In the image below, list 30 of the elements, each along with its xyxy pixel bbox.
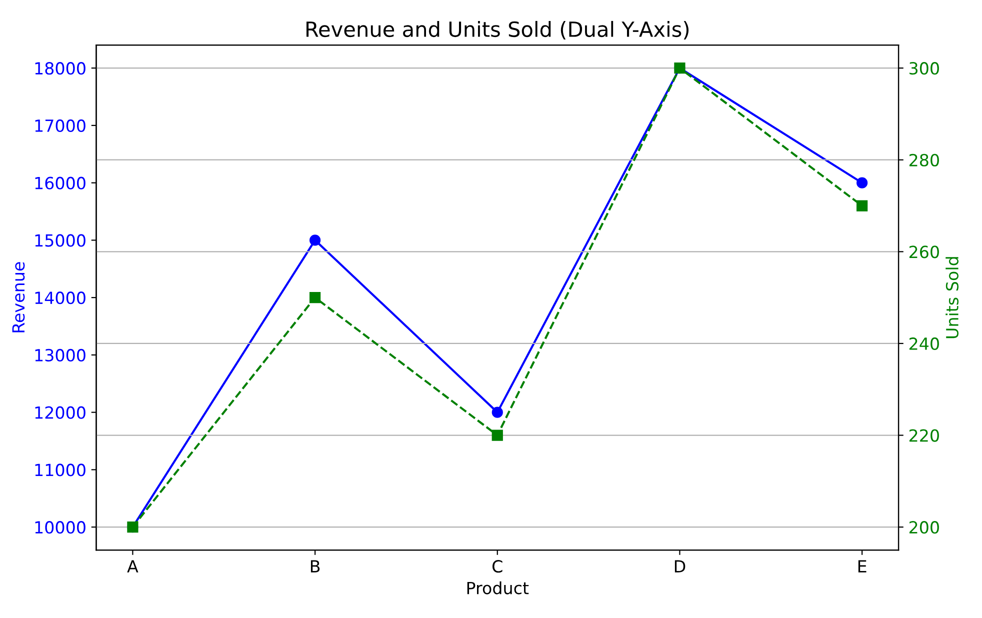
point — [856, 200, 868, 212]
y-tick-label: 13000 — [35, 348, 86, 362]
y2-tick-label: 240 — [909, 337, 939, 350]
point — [492, 406, 503, 418]
y-tick-label: 17000 — [35, 119, 86, 132]
y-tick-label: 12000 — [35, 406, 86, 419]
y-axis-title: Revenue — [12, 262, 25, 332]
x-axis-title: Product — [467, 581, 529, 594]
y-tick-label: 11000 — [35, 464, 86, 476]
point — [309, 292, 321, 304]
x-tick-label: B — [310, 560, 320, 572]
y-tick-label: 14000 — [35, 292, 86, 304]
x-tick-label: E — [858, 560, 866, 572]
y2-tick-label: 300 — [910, 62, 939, 75]
y2-tick-label: 200 — [909, 521, 939, 534]
y-tick-label: 18000 — [35, 62, 86, 75]
x-tick-label: D — [674, 560, 686, 572]
point — [309, 234, 321, 246]
point — [856, 177, 868, 188]
y2-tick-label: 260 — [909, 246, 939, 258]
y2-axis-title: Units Sold — [946, 257, 959, 338]
y-tick-label: 15000 — [35, 234, 86, 247]
x-tick-label: C — [492, 560, 502, 573]
point — [492, 430, 503, 441]
chart-title: Revenue and Units Sold (Dual Y-Axis) — [306, 20, 689, 40]
y2-tick-label: 220 — [909, 429, 939, 442]
y-tick-label: 10000 — [35, 521, 86, 534]
y-tick-label: 16000 — [35, 176, 86, 190]
x-tick-label: A — [127, 560, 138, 572]
y2-tick-label: 280 — [909, 154, 939, 166]
